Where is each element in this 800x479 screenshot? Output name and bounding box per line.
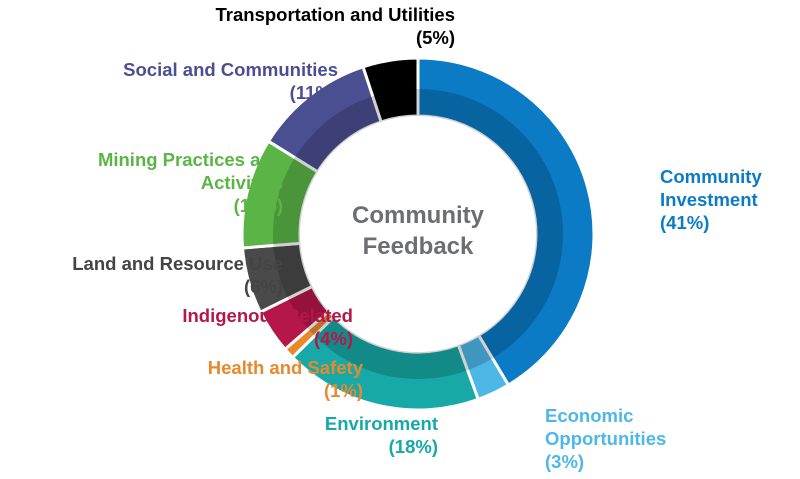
slice-label: Indigenous Related (4%) <box>133 304 353 350</box>
slice-label: Social and Communities (11%) <box>58 58 338 104</box>
value-label: (41%) <box>660 212 710 233</box>
category-label: Community Investment <box>660 166 762 210</box>
slice-label: Community Investment (41%) <box>660 165 800 234</box>
slice-label: Health and Safety (1%) <box>163 356 363 402</box>
value-label: (10%) <box>233 195 283 216</box>
category-label: Environment <box>324 413 438 434</box>
category-label: Land and Resource Use <box>72 253 283 274</box>
value-label: (18%) <box>388 436 438 457</box>
value-label: (3%) <box>545 451 585 472</box>
slice-label: Land and Resource Use (6%) <box>23 252 283 298</box>
value-label: (5%) <box>415 27 455 48</box>
donut-slice <box>361 56 420 124</box>
value-label: (6%) <box>243 276 283 297</box>
slice-label: Economic Opportunities (3%) <box>545 404 705 473</box>
category-label: Mining Practices and Activities <box>97 149 283 193</box>
category-label: Social and Communities <box>123 59 338 80</box>
category-label: Health and Safety <box>207 357 363 378</box>
value-label: (1%) <box>323 380 363 401</box>
slice-label: Environment (18%) <box>278 412 438 458</box>
value-label: (4%) <box>313 328 353 349</box>
donut-slice <box>416 56 596 388</box>
slice-label: Transportation and Utilities (5%) <box>135 3 456 49</box>
category-label: Economic Opportunities <box>545 405 667 449</box>
slice-label: Mining Practices and Activities (10%) <box>93 148 283 217</box>
value-label: (11%) <box>289 82 338 103</box>
chart-title: Community Feedback <box>352 202 484 260</box>
category-label: Transportation and Utilities <box>215 4 456 25</box>
category-label: Indigenous Related <box>182 305 353 326</box>
